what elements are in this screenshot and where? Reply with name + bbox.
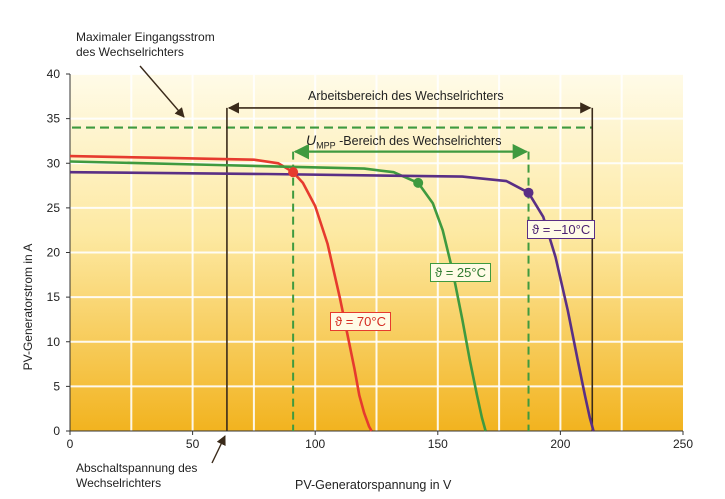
abschalt-line2: Wechselrichters — [76, 476, 162, 490]
max-input-line1: Maximaler Eingangsstrom — [76, 30, 215, 44]
temp-label-25: ϑ = 25°C — [430, 263, 491, 282]
umpp-range-label: UMPP -Bereich des Wechselrichters — [306, 133, 501, 154]
guides — [72, 65, 594, 464]
abschalt-label: Abschaltspannung des Wechselrichters — [76, 461, 197, 491]
grid — [70, 73, 683, 431]
max-input-line2: des Wechselrichters — [76, 45, 184, 59]
y-tick-label: 0 — [53, 424, 60, 438]
x-tick-label: 150 — [428, 437, 448, 451]
umpp-sub: MPP — [316, 140, 336, 151]
umpp-u: U — [306, 132, 317, 148]
max-input-current-label: Maximaler Eingangsstrom des Wechselricht… — [76, 30, 215, 60]
iv-curve-0 — [69, 154, 373, 432]
max-current-pointer — [139, 65, 185, 118]
y-tick-label: 15 — [47, 290, 61, 304]
abschalt-line1: Abschaltspannung des — [76, 461, 198, 475]
x-tick-label: 100 — [305, 437, 325, 451]
y-tick-label: 20 — [47, 246, 61, 260]
y-tick-label: 40 — [47, 67, 61, 81]
x-tick-label: 250 — [673, 437, 693, 451]
y-tick-label: 5 — [53, 379, 60, 393]
mpp-point-1 — [413, 177, 424, 188]
y-tick-label: 30 — [47, 156, 61, 170]
mpp-points — [288, 167, 534, 198]
umpp-rest: -Bereich des Wechselrichters — [335, 134, 502, 148]
temp-label-m10: ϑ = –10°C — [527, 220, 596, 239]
x-tick-label: 200 — [550, 437, 570, 451]
mpp-point-2 — [523, 187, 534, 198]
x-tick-label: 50 — [186, 437, 200, 451]
y-axis-label: PV-Generatorstrom in A — [21, 243, 35, 371]
axes: 0 5 10 15 20 25 30 35 40 0 50 100 150 200 250 — [47, 67, 694, 451]
y-tick-label: 25 — [47, 201, 61, 215]
arbeitsbereich-label: Arbeitsbereich des Wechselrichters — [308, 89, 504, 103]
y-tick-label: 10 — [47, 335, 61, 349]
x-axis-label: PV-Generatorspannung in V — [295, 478, 452, 492]
x-tick-label: 0 — [67, 437, 74, 451]
cutoff-pointer — [211, 435, 226, 464]
mpp-point-0 — [288, 167, 299, 178]
iv-curve-1 — [69, 160, 487, 432]
temp-label-70: ϑ = 70°C — [330, 312, 391, 331]
y-tick-label: 35 — [47, 112, 61, 126]
